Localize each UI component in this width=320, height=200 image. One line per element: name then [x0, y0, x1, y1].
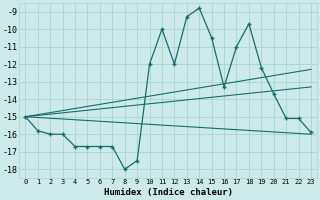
X-axis label: Humidex (Indice chaleur): Humidex (Indice chaleur)	[104, 188, 233, 197]
